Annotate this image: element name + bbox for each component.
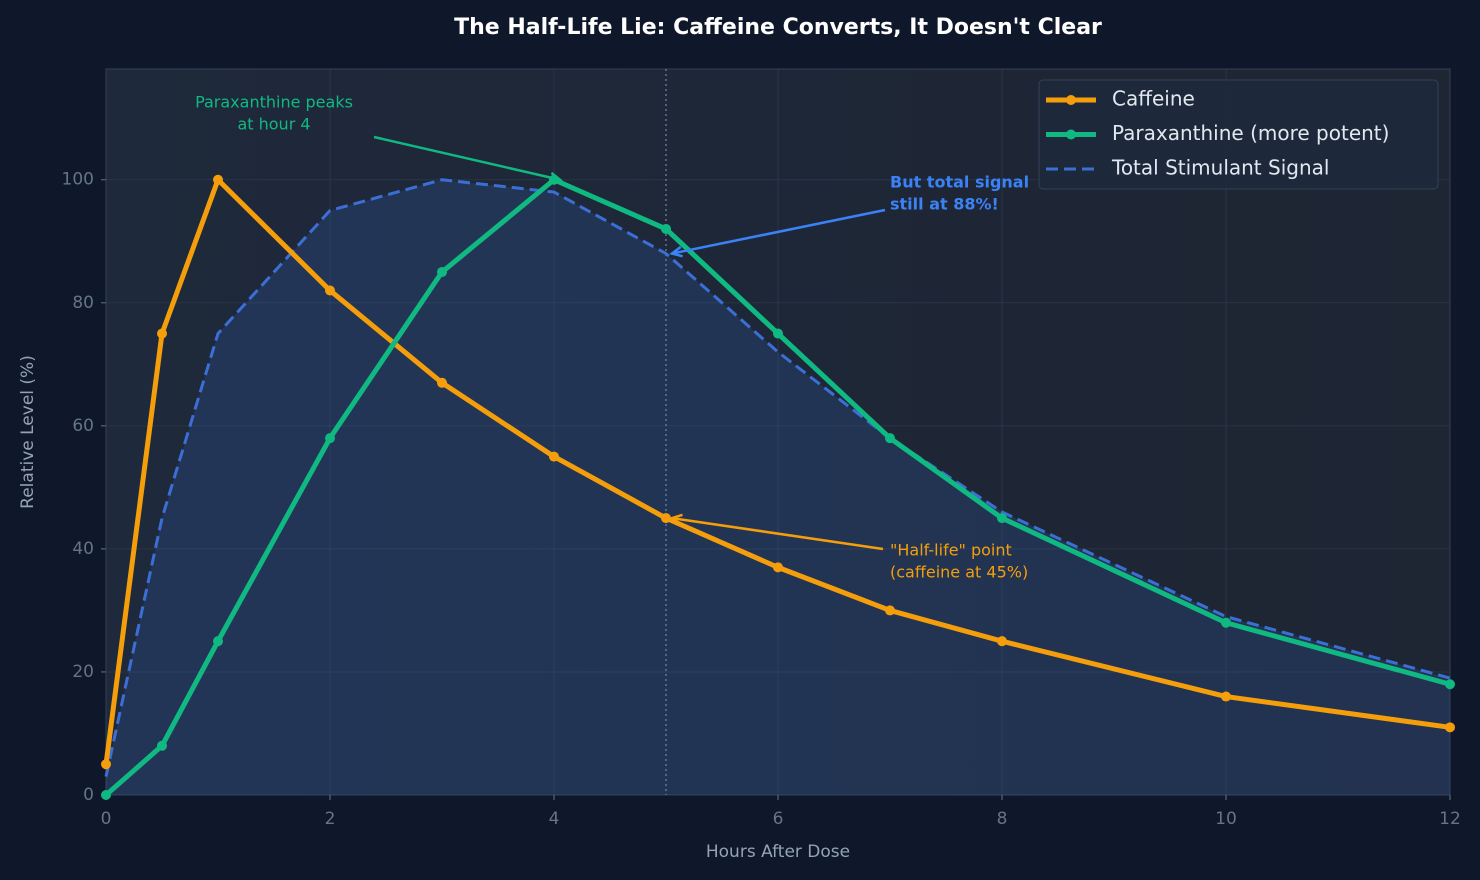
marker (885, 433, 895, 444)
arrow-head (669, 245, 683, 258)
marker (1221, 617, 1231, 628)
chart-title: The Half-Life Lie: Caffeine Converts, It… (454, 15, 1102, 40)
x-tick-label: 2 (325, 809, 336, 829)
annotation: still at 88%! (890, 195, 999, 214)
annotation: "Half-life" point (890, 541, 1012, 560)
marker (1445, 679, 1455, 690)
y-tick-label: 100 (62, 170, 94, 190)
marker (773, 562, 783, 573)
marker (997, 636, 1007, 647)
marker (101, 759, 111, 770)
marker (997, 513, 1007, 524)
legend-label: Total Stimulant Signal (1111, 156, 1329, 180)
legend-box (1038, 79, 1439, 190)
y-tick-label: 80 (72, 293, 94, 313)
y-tick-label: 20 (72, 662, 94, 682)
legend-marker (1066, 129, 1076, 140)
marker (1445, 722, 1455, 733)
line (104, 178, 1451, 777)
legend-label: Paraxanthine (more potent) (1112, 121, 1389, 145)
annotation-arrow (671, 516, 884, 551)
annotation-arrow (373, 135, 561, 181)
annotation: at hour 4 (237, 115, 310, 134)
marker (1221, 691, 1231, 702)
arrow-head (548, 171, 563, 184)
legend: Caffeine Paraxanthine (more potent) Total … (1038, 79, 1439, 190)
annotation-arrow (671, 208, 886, 255)
marker (101, 790, 111, 800)
x-tick-label: 12 (1439, 809, 1461, 829)
y-tick-label: 40 (72, 539, 94, 559)
marker (661, 223, 671, 234)
annotation: (caffeine at 45%) (890, 563, 1028, 582)
y-axis-label: Relative Level (%) (18, 355, 38, 509)
marker (325, 285, 335, 296)
y-tick-label: 0 (83, 785, 94, 805)
x-tick-label: 4 (549, 809, 560, 829)
marker (157, 328, 167, 339)
arrow-head (669, 513, 683, 526)
marker (213, 636, 223, 647)
line (104, 177, 1451, 797)
marker (549, 451, 559, 462)
x-tick-label: 10 (1215, 809, 1237, 829)
x-tick-label: 0 (101, 809, 112, 829)
legend-label: Caffeine (1112, 87, 1195, 111)
marker (885, 605, 895, 616)
marker (325, 433, 335, 444)
marker (213, 174, 223, 185)
marker (437, 377, 447, 388)
marker (661, 513, 671, 524)
marker (437, 267, 447, 278)
x-tick-label: 6 (773, 809, 784, 829)
area (106, 179, 1450, 796)
marker (773, 328, 783, 339)
annotation: But total signal (890, 173, 1029, 192)
legend-marker (1066, 95, 1076, 105)
x-axis-label: Hours After Dose (706, 842, 850, 862)
annotation: Paraxanthine peaks (195, 93, 353, 112)
x-tick-label: 8 (997, 809, 1008, 829)
marker (157, 740, 167, 751)
line (103, 177, 1451, 765)
y-tick-label: 60 (72, 416, 94, 436)
